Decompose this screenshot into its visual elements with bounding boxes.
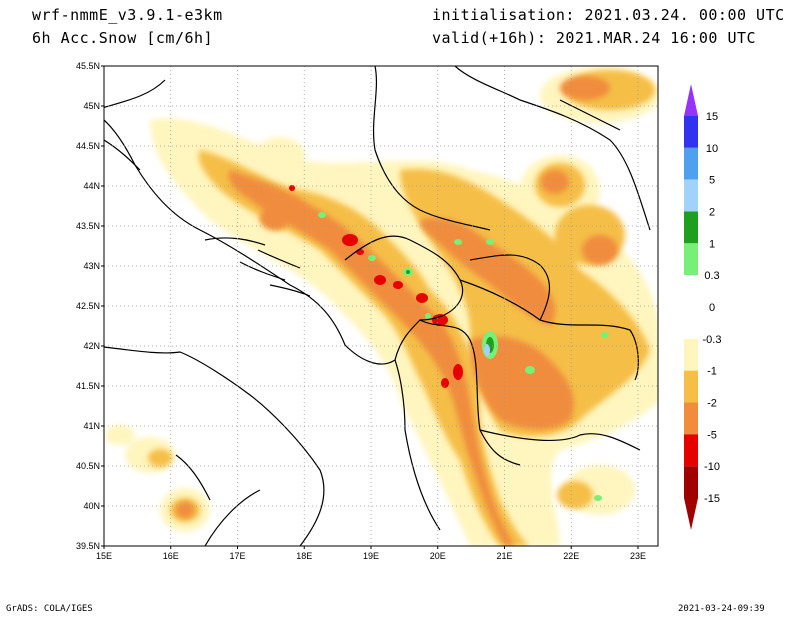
lon-tick-label: 17E	[229, 551, 245, 561]
lat-tick-label: 42N	[83, 341, 100, 351]
lat-tick-label: 41N	[83, 421, 100, 431]
colorbar-label: 0.3	[704, 270, 719, 282]
colorbar: 15 10 5 2 1 0.3 0 -0.3 -1 -2 -5 -10 -15	[684, 84, 721, 530]
colorbar-label: 5	[709, 175, 715, 187]
footer-credit: GrADS: COLA/IGES	[6, 604, 93, 614]
lat-tick-label: 42.5N	[76, 301, 100, 311]
lon-tick-label: 19E	[363, 551, 379, 561]
lat-tick-label: 40.5N	[76, 461, 100, 471]
colorbar-label: -2	[707, 398, 717, 410]
colorbar-top-triangle	[684, 84, 698, 116]
colorbar-segment	[684, 402, 698, 435]
colorbar-segment	[684, 275, 698, 307]
lon-tick-label: 20E	[430, 551, 446, 561]
lat-tick-label: 43.5N	[76, 221, 100, 231]
model-title: wrf-nmmE_v3.9.1-e3km	[32, 6, 223, 24]
colorbar-segment	[684, 116, 698, 148]
lon-tick-label: 23E	[630, 551, 646, 561]
colorbar-segment	[684, 434, 698, 467]
lat-tick-label: 43N	[83, 261, 100, 271]
lat-tick-label: 40N	[83, 501, 100, 511]
colorbar-segment	[684, 147, 698, 180]
lat-tick-label: 41.5N	[76, 381, 100, 391]
variable-title: 6h Acc.Snow [cm/6h]	[32, 29, 214, 47]
colorbar-segment	[684, 211, 698, 244]
lat-tick-label: 44.5N	[76, 141, 100, 151]
colorbar-label: 1	[709, 238, 715, 250]
valid-time: valid(+16h): 2021.MAR.24 16:00 UTC	[432, 29, 757, 47]
colorbar-segment	[684, 338, 698, 371]
colorbar-segment	[684, 370, 698, 403]
footer-timestamp: 2021-03-24-09:39	[678, 604, 765, 614]
init-time: initialisation: 2021.03.24. 00:00 UTC	[432, 6, 785, 24]
colorbar-segment	[684, 179, 698, 212]
lat-tick-label: 44N	[83, 181, 100, 191]
lat-tick-label: 45N	[83, 101, 100, 111]
lon-tick-label: 18E	[296, 551, 312, 561]
lat-tick-label: 45.5N	[76, 61, 100, 71]
colorbar-label: -5	[707, 429, 717, 441]
lat-axis: 45.5N 45N 44.5N 44N 43.5N 43N 42.5N 42N 41.5N 41N…	[76, 61, 104, 551]
colorbar-segment	[684, 466, 698, 498]
coastlines-borders	[104, 66, 651, 546]
lat-tick-label: 39.5N	[76, 541, 100, 551]
colorbar-label: -15	[704, 493, 720, 505]
colorbar-label: -0.3	[703, 334, 722, 346]
colorbar-label: 10	[706, 143, 718, 155]
snow-field	[105, 67, 658, 546]
colorbar-segment	[684, 243, 698, 276]
lon-tick-label: 22E	[563, 551, 579, 561]
gridlines	[104, 66, 658, 546]
lon-axis: 15E 16E 17E 18E 19E 20E 21E 22E 23E	[96, 546, 646, 561]
colorbar-label: 15	[706, 111, 718, 123]
colorbar-label: -1	[707, 366, 717, 378]
colorbar-label: 2	[709, 207, 715, 219]
lon-tick-label: 16E	[163, 551, 179, 561]
lon-tick-label: 15E	[96, 551, 112, 561]
colorbar-label: 0	[709, 302, 715, 314]
colorbar-label: -10	[704, 461, 720, 473]
colorbar-segment	[684, 307, 698, 339]
colorbar-bottom-triangle	[684, 498, 698, 530]
lon-tick-label: 21E	[496, 551, 512, 561]
